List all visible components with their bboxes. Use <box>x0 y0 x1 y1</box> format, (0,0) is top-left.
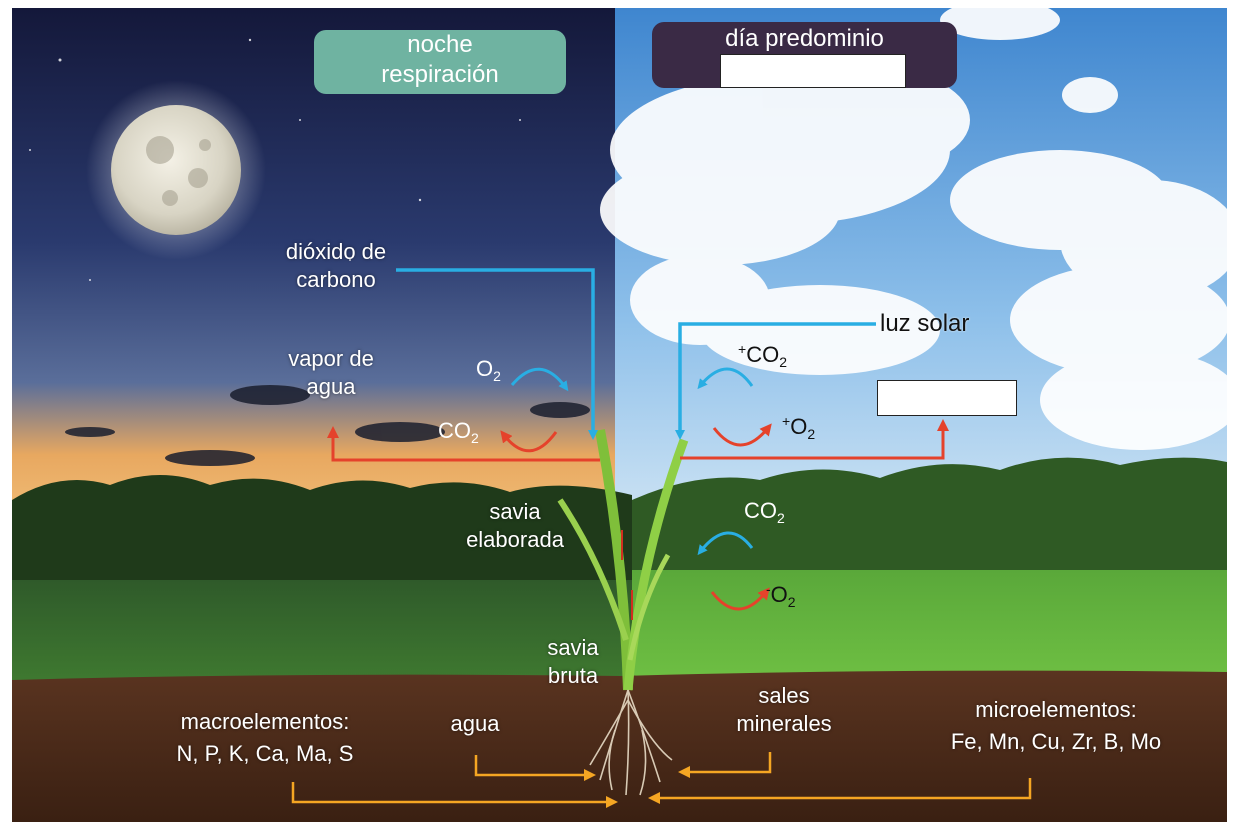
roots <box>589 689 673 796</box>
night-o2-cycle <box>510 367 569 392</box>
mineral-salts-label: sales minerales <box>716 682 852 738</box>
day-header-blank[interactable] <box>720 54 906 88</box>
mineral-salts-line2: minerales <box>736 711 832 736</box>
day-resp-o2-cycle <box>710 587 770 611</box>
raw-sap-line2: bruta <box>547 663 599 688</box>
day-resp-co2-cycle <box>697 531 754 556</box>
day-co2-plus-sup: + <box>738 341 747 357</box>
plant <box>557 429 689 691</box>
carbon-dioxide-label: dióxido de carbono <box>266 238 406 294</box>
day-o2-minus-sup: - <box>766 581 771 597</box>
night-sky <box>12 8 632 528</box>
soil <box>12 670 1227 822</box>
night-co2-cycle <box>500 430 558 453</box>
water-label: agua <box>450 711 500 736</box>
water-vapor-label: vapor de agua <box>266 345 396 401</box>
night-o2-base: O <box>476 356 494 381</box>
macro-arrow <box>291 782 618 808</box>
day-o2-plus-label: +O2 <box>782 408 815 447</box>
day-resp-co2-base: CO <box>744 498 777 523</box>
night-grass <box>12 580 632 685</box>
day-o2-cycle <box>712 423 772 447</box>
elaborated-sap-line1: savia <box>489 499 541 524</box>
elaborated-sap-line2: elaborada <box>466 527 564 552</box>
elaborated-sap-label: savia elaborada <box>450 498 580 554</box>
day-co2-plus-sub: 2 <box>779 354 787 370</box>
night-co2-label: CO2 <box>438 418 479 451</box>
raw-sap-label: savia bruta <box>530 634 616 690</box>
macroelements-label: macroelementos: N, P, K, Ca, Ma, S <box>148 708 382 768</box>
carbon-dioxide-line2: carbono <box>296 267 376 292</box>
night-header-line1: noche <box>407 31 473 58</box>
day-o2-plus-sub: 2 <box>807 426 816 442</box>
day-o2-plus-sup: + <box>782 413 791 429</box>
day-trees <box>632 457 1227 600</box>
night-header: noche respiración <box>314 30 566 94</box>
day-co2-plus-base: CO <box>746 342 780 367</box>
water-vapor-line1: vapor de <box>288 346 374 371</box>
night-water-vapor-arrow <box>327 426 600 462</box>
mineral-salts-line1: sales <box>758 683 810 708</box>
day-co2-cycle <box>697 367 754 390</box>
raw-sap-line1: savia <box>547 635 599 660</box>
day-resp-co2-sub: 2 <box>777 510 785 526</box>
day-header-line1: día predominio <box>725 25 884 52</box>
microelements-line2: Fe, Mn, Cu, Zr, B, Mo <box>950 729 1162 754</box>
water-vapor-line2: agua <box>306 374 356 399</box>
macroelements-line1: macroelementos: <box>180 709 350 734</box>
water-arrow <box>474 755 596 781</box>
co2-intake-arrow <box>396 268 598 440</box>
day-o2-plus-base: O <box>790 414 808 439</box>
night-o2-sub: 2 <box>493 368 501 384</box>
day-output-blank[interactable] <box>877 380 1017 416</box>
day-grass <box>632 570 1227 685</box>
microelements-line1: microelementos: <box>975 697 1137 722</box>
micro-arrow <box>648 778 1032 804</box>
night-trees <box>12 475 632 600</box>
microelements-label: microelementos: Fe, Mn, Cu, Zr, B, Mo <box>916 696 1196 756</box>
sunlight-label: luz solar <box>880 310 970 337</box>
minerals-arrow <box>678 752 772 778</box>
day-co2-plus-label: +CO2 <box>738 336 787 375</box>
night-o2-label: O2 <box>476 356 501 389</box>
day-o2-minus-label: -O2 <box>766 576 796 615</box>
day-o2-minus-sub: 2 <box>787 594 796 610</box>
night-header-line2: respiración <box>381 61 499 88</box>
sunlight-arrow <box>675 322 876 440</box>
moon <box>111 105 241 235</box>
day-resp-co2-label: CO2 <box>744 498 785 531</box>
day-output-arrow <box>680 419 949 460</box>
macroelements-line2: N, P, K, Ca, Ma, S <box>176 741 354 766</box>
carbon-dioxide-line1: dióxido de <box>285 239 387 264</box>
clouds <box>600 0 1238 450</box>
night-co2-sub: 2 <box>471 430 479 446</box>
day-o2-minus-base: O <box>770 582 788 607</box>
night-co2-base: CO <box>438 418 471 443</box>
